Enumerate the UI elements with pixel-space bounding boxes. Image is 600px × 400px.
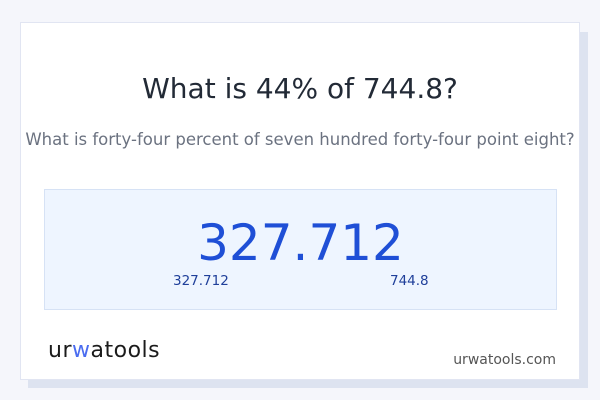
result-box: 327.712 327.712 744.8 (44, 189, 557, 310)
site-url: urwatools.com (453, 352, 556, 368)
base-value: 744.8 (390, 273, 429, 289)
result-value: 327.712 (197, 214, 404, 272)
page-title: What is 44% of 744.8? (142, 72, 458, 105)
page-subtitle: What is forty-four percent of seven hund… (25, 130, 575, 149)
logo: urwatools (48, 338, 161, 363)
result-label: 327.712 (173, 273, 229, 289)
